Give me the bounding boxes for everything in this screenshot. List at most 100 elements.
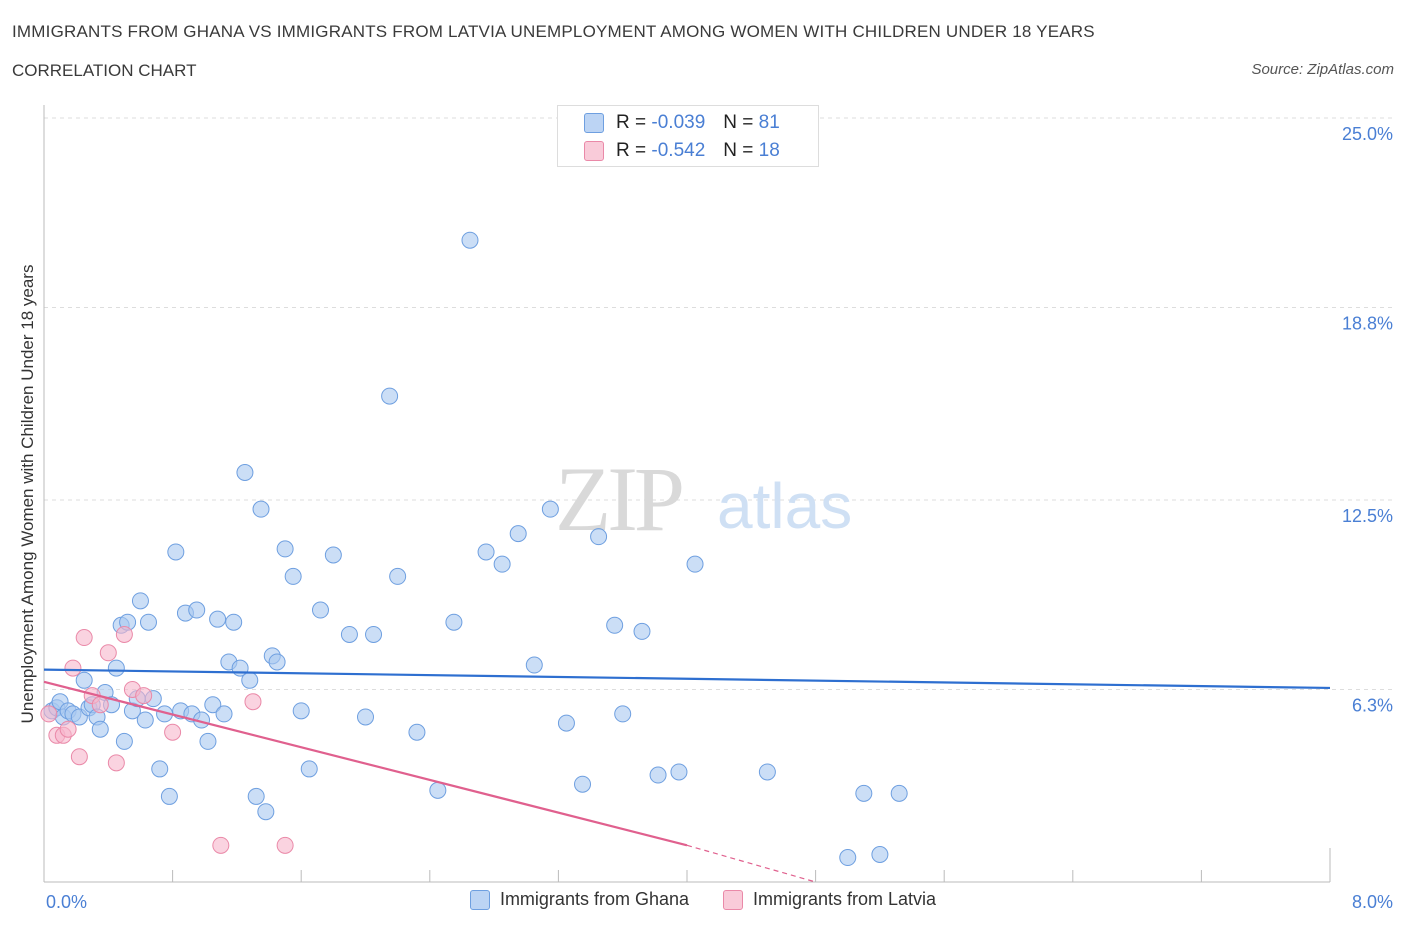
ghana-point-43 — [252, 500, 270, 518]
latvia-point-3 — [59, 720, 77, 738]
ghana-point-53 — [340, 625, 358, 643]
ghana-point-60 — [445, 613, 463, 631]
latvia-trend-line-extension — [686, 844, 816, 883]
ghana-point-40 — [236, 463, 254, 481]
ghana-legend-swatch — [469, 889, 490, 910]
ghana-point-79 — [871, 845, 889, 863]
ghana-point-22 — [139, 613, 157, 631]
ghana-point-61 — [461, 231, 479, 249]
chart-title: IMMIGRANTS FROM GHANA VS IMMIGRANTS FROM… — [12, 22, 1095, 41]
latvia-point-13 — [135, 687, 153, 705]
ghana-point-35 — [209, 610, 227, 628]
ghana-point-16 — [115, 732, 133, 750]
n-label: N = — [723, 112, 754, 133]
ghana-point-46 — [268, 653, 286, 671]
legend-label-ghana: Immigrants from Ghana — [499, 889, 689, 909]
ghana-n-value: 81 — [758, 112, 780, 133]
latvia-point-15 — [212, 836, 230, 854]
ghana-point-27 — [167, 543, 185, 561]
stat-row-latvia: R = -0.542 N = 18 — [584, 140, 780, 162]
ghana-point-71 — [614, 705, 632, 723]
ghana-point-78 — [855, 784, 873, 802]
r-label: R = — [616, 112, 647, 133]
ghana-point-7 — [75, 671, 93, 689]
legend-label-latvia: Immigrants from Latvia — [753, 889, 937, 909]
latvia-legend-swatch — [723, 889, 743, 910]
ghana-point-47 — [276, 540, 294, 558]
ghana-point-54 — [357, 708, 374, 726]
ghana-point-65 — [525, 656, 543, 674]
ghana-point-31 — [188, 601, 206, 619]
ghana-point-70 — [606, 616, 624, 634]
latvia-point-8 — [91, 696, 109, 714]
ghana-point-56 — [381, 387, 399, 405]
latvia-point-11 — [115, 625, 133, 643]
stat-row-ghana: R = -0.039 N = 81 — [584, 112, 780, 134]
latvia-point-5 — [70, 748, 88, 766]
ghana-point-33 — [199, 732, 217, 750]
ghana-point-59 — [429, 781, 447, 799]
ghana-point-20 — [131, 592, 149, 610]
ghana-point-55 — [365, 625, 383, 643]
latvia-point-4 — [64, 659, 82, 677]
y-tick-label-0: 6.3% — [1352, 695, 1393, 715]
ghana-point-49 — [292, 702, 310, 720]
y-tick-label-2: 18.8% — [1342, 313, 1393, 333]
ghana-point-26 — [160, 787, 178, 805]
latvia-r-value: -0.542 — [651, 140, 706, 161]
latvia-point-14 — [164, 723, 182, 741]
y-tick-label-3: 25.0% — [1342, 124, 1393, 144]
ghana-point-41 — [241, 671, 259, 689]
ghana-point-75 — [686, 555, 704, 573]
ghana-point-11 — [91, 720, 109, 738]
ghana-point-50 — [300, 760, 318, 778]
y-axis-label: Unemployment Among Women with Children U… — [18, 265, 37, 724]
ghana-point-57 — [389, 567, 407, 585]
ghana-point-68 — [574, 775, 592, 793]
ghana-point-44 — [257, 803, 275, 821]
ghana-point-76 — [758, 763, 776, 781]
ghana-point-38 — [225, 613, 243, 631]
latvia-point-16 — [244, 693, 262, 711]
chart-source: Source: ZipAtlas.com — [1251, 61, 1394, 78]
ghana-point-24 — [151, 760, 169, 778]
x-tick-label-1: 8.0% — [1352, 892, 1393, 912]
x-tick-label-0: 0.0% — [46, 892, 87, 912]
ghana-point-51 — [311, 601, 329, 619]
ghana-point-63 — [493, 555, 511, 573]
ghana-point-73 — [649, 766, 667, 784]
ghana-point-48 — [284, 567, 302, 585]
ghana-point-69 — [590, 528, 608, 546]
ghana-point-66 — [541, 500, 559, 518]
latvia-point-17 — [276, 836, 294, 854]
ghana-point-62 — [477, 543, 495, 561]
ghana-point-36 — [215, 705, 233, 723]
n-label: N = — [723, 140, 754, 161]
latvia-point-0 — [40, 705, 58, 723]
latvia-point-9 — [99, 644, 117, 662]
latvia-point-10 — [107, 754, 125, 772]
ghana-r-value: -0.039 — [651, 112, 706, 133]
y-tick-label-1: 12.5% — [1342, 506, 1393, 526]
latvia-trend-line — [43, 680, 688, 847]
ghana-point-67 — [557, 714, 575, 732]
correlation-stats-box: R = -0.039 N = 81 R = -0.542 N = 18 — [557, 105, 819, 167]
ghana-point-52 — [324, 546, 342, 564]
ghana-point-77 — [839, 849, 857, 867]
watermark-atlas: atlas — [717, 470, 852, 542]
ghana-point-80 — [890, 784, 908, 802]
ghana-point-21 — [136, 711, 154, 729]
ghana-point-58 — [408, 723, 426, 741]
r-label: R = — [616, 140, 647, 161]
legend-item-latvia[interactable]: Immigrants from Latvia — [723, 889, 936, 910]
ghana-point-72 — [633, 622, 651, 640]
legend-item-ghana[interactable]: Immigrants from Ghana — [469, 889, 689, 910]
latvia-point-6 — [75, 629, 93, 647]
chart-subtitle: CORRELATION CHART — [12, 61, 197, 80]
latvia-stat-swatch — [584, 141, 604, 161]
ghana-point-74 — [670, 763, 688, 781]
ghana-point-34 — [204, 696, 222, 714]
chart-legend: Immigrants from Ghana Immigrants from La… — [0, 889, 1406, 910]
ghana-point-14 — [107, 659, 125, 677]
